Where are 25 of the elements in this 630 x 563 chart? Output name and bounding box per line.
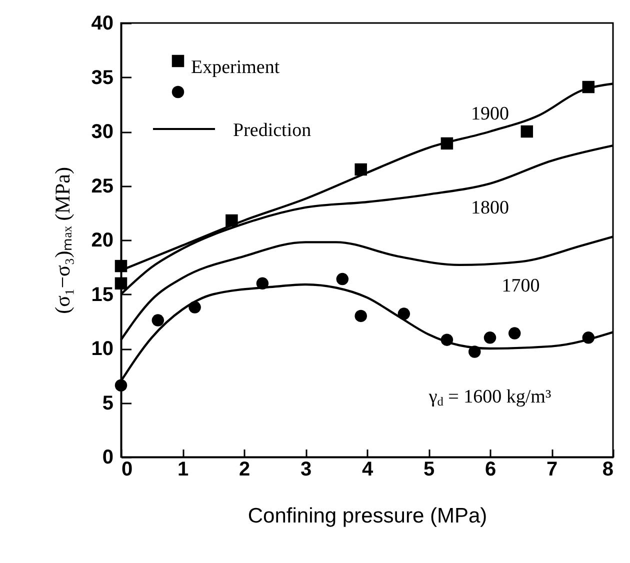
x-tick-label: 0 (122, 458, 133, 480)
series-label: 1700 (502, 276, 540, 297)
y-tick-label: 20 (91, 230, 114, 252)
text: γ$_{d}$ = 1600 kg/m³ (428, 386, 552, 408)
x-tick-label: 4 (362, 458, 374, 480)
y-tick-label: 35 (91, 66, 114, 89)
x-tick-label: 1 (177, 458, 189, 480)
series-label: 1900 (471, 104, 509, 124)
x-axis-title: Confining pressure (MPa) (248, 504, 488, 528)
y-tick-label: 5 (102, 392, 114, 414)
x-tick-label: 6 (484, 458, 496, 480)
y-axis-title: (σ₁−σ₃)ₘₐₓ (MPa) (50, 167, 74, 314)
y-tick-label: 40 (91, 12, 114, 34)
annotation: Prediction (233, 120, 312, 141)
x-tick-label: 5 (423, 458, 435, 480)
y-tick-label: 10 (91, 338, 114, 360)
x-tick-label: 7 (546, 458, 558, 480)
legend-label: Experiment (191, 57, 280, 78)
y-tick-label: 30 (91, 121, 114, 143)
y-tick-label: 15 (91, 284, 114, 306)
y-tick-label: 25 (91, 175, 114, 198)
series-label: 1800 (471, 198, 509, 219)
x-tick-label: 2 (238, 458, 250, 480)
x-tick-label: 3 (300, 458, 312, 480)
x-tick-label: 8 (602, 458, 614, 480)
